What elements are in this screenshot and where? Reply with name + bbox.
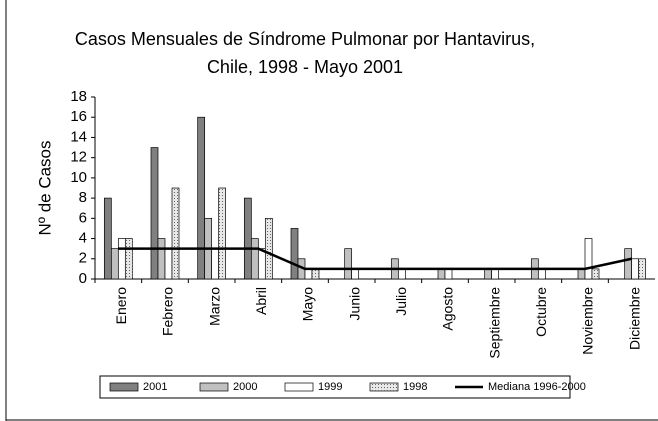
bar <box>397 268 406 280</box>
bar <box>243 197 252 280</box>
bar-pattern <box>172 188 179 279</box>
x-tick-label: Diciembre <box>626 287 642 350</box>
x-tick-label: Junio <box>346 287 362 321</box>
bar <box>577 268 586 280</box>
legend <box>99 375 571 399</box>
bar <box>103 197 112 280</box>
x-tick-label: Mayo <box>300 287 316 321</box>
bar <box>437 268 446 280</box>
y-tick-label: 2 <box>79 250 87 267</box>
bar <box>624 248 633 280</box>
bar <box>631 258 640 280</box>
legend-label: Mediana 1996-2000 <box>488 381 586 393</box>
bar <box>304 268 313 280</box>
y-tick-label: 8 <box>79 189 87 206</box>
bar <box>290 228 299 280</box>
bar <box>250 238 259 280</box>
bar <box>351 268 360 280</box>
legend-swatch <box>109 382 139 392</box>
bar <box>157 238 166 280</box>
bar-pattern <box>265 218 273 279</box>
x-tick-label: Octubre <box>533 287 549 337</box>
x-tick-label: Agosto <box>440 287 456 331</box>
bar <box>211 248 220 280</box>
bar <box>164 248 173 280</box>
bar <box>110 248 119 280</box>
bar-pattern <box>218 188 226 279</box>
legend-label: 2000 <box>233 381 257 393</box>
x-tick-label: Enero <box>113 287 129 325</box>
legend-swatch <box>199 382 229 392</box>
x-tick-label: Marzo <box>206 287 222 326</box>
x-tick-label: Noviembre <box>580 287 596 355</box>
x-tick-label: Febrero <box>160 287 176 336</box>
bar-pattern <box>312 268 319 279</box>
bar-pattern <box>592 268 599 279</box>
x-tick-label: Septiembre <box>486 287 502 359</box>
y-tick-label: 0 <box>79 270 87 287</box>
legend-swatch <box>284 382 314 392</box>
bar <box>117 238 126 280</box>
x-tick-label: Julio <box>393 287 409 316</box>
legend-pattern <box>370 383 398 391</box>
y-tick-label: 16 <box>70 108 87 125</box>
bar <box>584 238 593 280</box>
bar <box>344 248 353 280</box>
bar <box>257 248 266 280</box>
y-tick-label: 14 <box>70 128 87 145</box>
y-tick-label: 12 <box>70 149 87 166</box>
bar <box>484 268 493 280</box>
legend-label: 1999 <box>318 381 342 393</box>
y-tick-label: 4 <box>79 230 87 247</box>
y-axis-label: Nº de Casos <box>35 140 54 235</box>
bar <box>537 268 546 280</box>
median-line <box>118 247 632 271</box>
y-tick-label: 6 <box>79 209 87 226</box>
bar <box>197 116 206 280</box>
y-tick-label: 10 <box>70 169 87 186</box>
y-tick-label: 18 <box>70 88 87 105</box>
bar <box>491 268 500 280</box>
chart-title: Casos Mensuales de Síndrome Pulmonar por… <box>75 29 535 49</box>
legend-label: 1998 <box>403 381 427 393</box>
bar-pattern <box>638 258 646 279</box>
chart-title: Chile, 1998 - Mayo 2001 <box>207 57 403 77</box>
legend-label: 2001 <box>143 381 167 393</box>
bar <box>150 147 159 280</box>
bar-pattern <box>125 238 133 279</box>
x-tick-label: Abril <box>253 287 269 315</box>
bar <box>444 268 453 280</box>
